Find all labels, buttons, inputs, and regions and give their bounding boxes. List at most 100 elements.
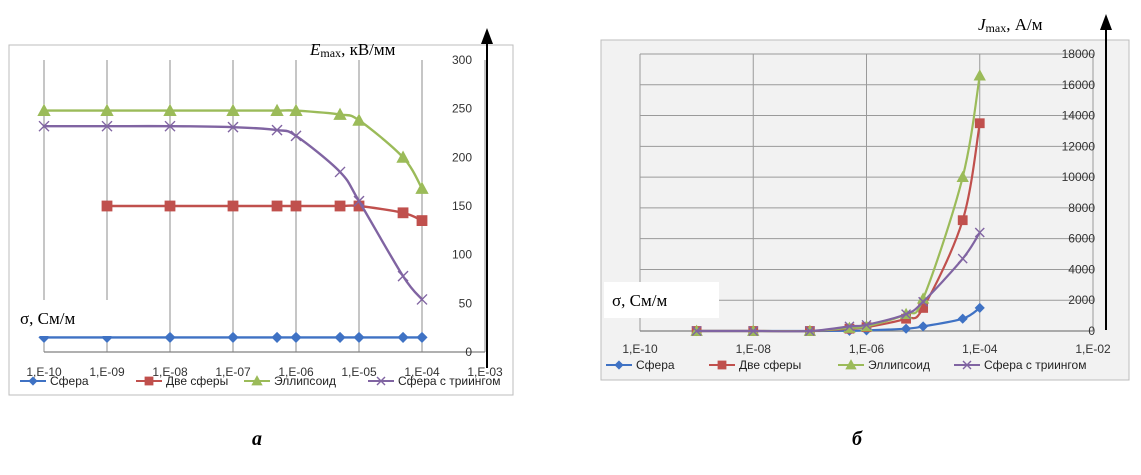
chart-a-y-ticks: 0 50 100 150 200 250 300 bbox=[452, 53, 472, 359]
b-y-tick-label: 12000 bbox=[1062, 139, 1096, 153]
a-data-point-2 bbox=[37, 103, 51, 117]
chart-b: 1,E-10 1,E-08 1,E-06 1,E-04 1,E-02 0 2000 4000… bbox=[600, 14, 1130, 381]
b-y-tick-label: 2000 bbox=[1068, 293, 1095, 307]
a-data-point-3 bbox=[397, 270, 409, 282]
b-legend-label-2: Эллипсоид bbox=[868, 358, 930, 372]
b-data-point-2 bbox=[973, 69, 986, 81]
a-data-point-1 bbox=[101, 200, 113, 212]
a-legend-marker-1 bbox=[144, 376, 154, 386]
chart-b-x-title: σ, См/м bbox=[612, 291, 667, 310]
chart-b-y-title-symbol: J bbox=[978, 15, 987, 34]
b-x-tick-label: 1,E-08 bbox=[736, 342, 772, 356]
a-x-tick-label: 1,E-07 bbox=[215, 365, 251, 379]
a-data-point-0 bbox=[290, 331, 302, 343]
chart-a-y-title-unit: , кВ/мм bbox=[341, 40, 396, 59]
b-data-point-3 bbox=[901, 309, 912, 320]
a-data-point-1 bbox=[271, 200, 283, 212]
a-legend-marker-3 bbox=[376, 376, 386, 386]
a-legend-marker-0 bbox=[28, 376, 38, 386]
chart-b-y-axis-arrowhead bbox=[1100, 14, 1112, 30]
chart-a-x-ticks: 1,E-10 1,E-09 1,E-08 1,E-07 1,E-06 1,E-05 1,E-… bbox=[26, 365, 503, 379]
chart-a-y-title-sub: max bbox=[320, 46, 341, 60]
b-data-point-0 bbox=[957, 313, 968, 324]
a-data-point-3 bbox=[164, 120, 176, 132]
chart-a-y-title: Emax, кВ/мм bbox=[309, 40, 396, 60]
chart-a: 1,E-10 1,E-09 1,E-08 1,E-07 1,E-06 1,E-05 1,E-… bbox=[8, 28, 514, 396]
a-data-point-1 bbox=[416, 215, 428, 227]
a-y-tick-label: 0 bbox=[465, 345, 472, 359]
a-data-point-1 bbox=[290, 200, 302, 212]
a-y-tick-label: 300 bbox=[452, 53, 472, 67]
b-y-tick-label: 4000 bbox=[1068, 262, 1095, 276]
a-data-point-0 bbox=[416, 331, 428, 343]
a-x-tick-label: 1,E-04 bbox=[404, 365, 440, 379]
a-legend-label-2: Эллипсоид bbox=[274, 374, 336, 388]
chart-b-x-ticks: 1,E-10 1,E-08 1,E-06 1,E-04 1,E-02 bbox=[622, 342, 1111, 356]
a-data-point-2 bbox=[226, 103, 240, 117]
a-data-point-3 bbox=[227, 121, 239, 133]
b-legend-marker-1 bbox=[717, 360, 727, 370]
a-x-tick-label: 1,E-09 bbox=[89, 365, 125, 379]
a-y-tick-label: 50 bbox=[459, 296, 473, 310]
a-data-point-3 bbox=[416, 293, 428, 305]
a-data-point-0 bbox=[164, 331, 176, 343]
a-legend-marker-2 bbox=[251, 375, 263, 386]
chart-a-frame bbox=[8, 44, 514, 396]
a-data-point-2 bbox=[289, 103, 303, 117]
b-legend-marker-0 bbox=[614, 360, 624, 370]
a-series-line-2 bbox=[44, 109, 424, 190]
a-series-line-3 bbox=[43, 124, 423, 301]
b-data-point-3 bbox=[861, 319, 872, 330]
a-data-point-3 bbox=[353, 195, 365, 207]
a-y-tick-label: 150 bbox=[452, 199, 472, 213]
b-y-tick-label: 18000 bbox=[1062, 47, 1096, 61]
b-data-point-1 bbox=[974, 118, 985, 129]
a-data-point-3 bbox=[271, 124, 283, 136]
a-x-tick-label: 1,E-10 bbox=[26, 365, 62, 379]
b-data-point-3 bbox=[844, 321, 855, 332]
chart-a-legend: Сфера Две сферы Эллипсоид Сфера с триингом bbox=[20, 374, 500, 388]
a-y-tick-label: 200 bbox=[452, 150, 472, 164]
a-data-point-1 bbox=[164, 200, 176, 212]
b-legend-label-3: Сфера с триингом bbox=[984, 358, 1086, 372]
chart-a-x-title: σ, См/м bbox=[20, 309, 75, 328]
panel-label-a: а bbox=[252, 428, 262, 450]
b-data-point-3 bbox=[804, 326, 815, 336]
b-data-point-3 bbox=[957, 253, 968, 264]
a-data-point-0 bbox=[271, 331, 283, 343]
a-data-point-0 bbox=[353, 331, 365, 343]
a-data-point-2 bbox=[270, 103, 284, 117]
b-data-point-3 bbox=[691, 326, 702, 336]
chart-b-y-ticks: 0 2000 4000 6000 8000 10000 12000 14000 16000 180… bbox=[1062, 47, 1096, 338]
a-data-point-2 bbox=[163, 103, 177, 117]
chart-a-x-title-box bbox=[12, 300, 127, 336]
b-data-point-0 bbox=[974, 302, 985, 313]
a-x-tick-label: 1,E-03 bbox=[467, 365, 503, 379]
a-data-point-1 bbox=[334, 200, 346, 212]
b-data-point-0 bbox=[901, 323, 912, 334]
chart-b-x-title-box bbox=[604, 282, 719, 318]
b-y-tick-label: 10000 bbox=[1062, 170, 1096, 184]
b-y-tick-label: 16000 bbox=[1062, 78, 1096, 92]
b-data-point-1 bbox=[957, 215, 968, 226]
a-x-tick-label: 1,E-06 bbox=[278, 365, 314, 379]
a-y-tick-label: 250 bbox=[452, 102, 472, 116]
a-data-point-2 bbox=[100, 103, 114, 117]
b-legend-label-0: Сфера bbox=[636, 358, 675, 372]
a-data-point-3 bbox=[38, 120, 50, 132]
a-legend-label-3: Сфера с триингом bbox=[398, 374, 500, 388]
b-data-point-3 bbox=[918, 296, 929, 307]
a-data-point-1 bbox=[227, 200, 239, 212]
a-data-point-2 bbox=[333, 107, 347, 120]
a-data-point-2 bbox=[396, 150, 410, 163]
b-y-tick-label: 14000 bbox=[1062, 109, 1096, 123]
b-data-point-3 bbox=[974, 227, 985, 238]
a-x-tick-label: 1,E-05 bbox=[341, 365, 377, 379]
chart-a-y-axis-arrowhead bbox=[481, 28, 493, 44]
b-x-tick-label: 1,E-10 bbox=[622, 342, 658, 356]
chart-b-y-title-sub: max bbox=[986, 21, 1007, 35]
a-data-point-2 bbox=[352, 113, 366, 126]
chart-a-y-title-symbol: E bbox=[309, 40, 321, 59]
a-data-point-0 bbox=[334, 331, 346, 343]
